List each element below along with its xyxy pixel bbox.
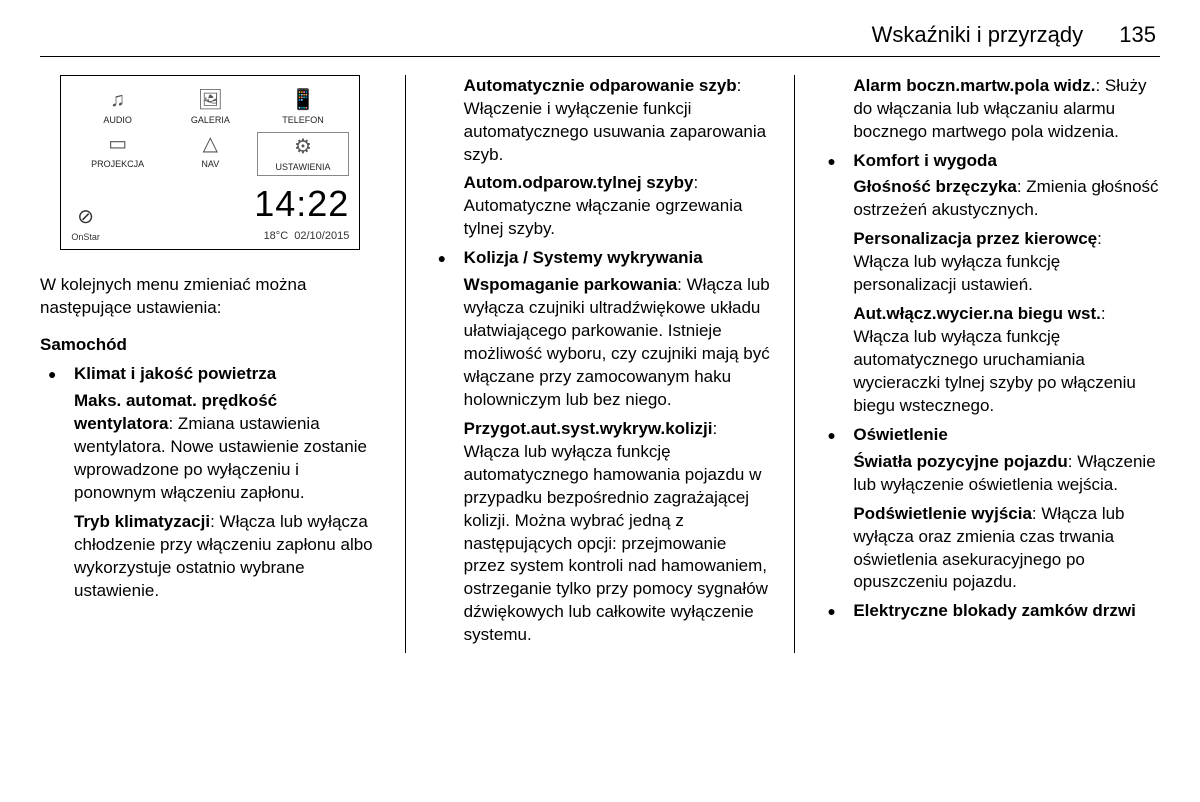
para-aut-wycier: Aut.włącz.wycier.na biegu wst.: Włącza l… (819, 303, 1160, 418)
section-samochod: Samochód (40, 334, 381, 357)
para-przygot-kolizji: Przygot.aut.syst.wykryw.kolizji: Włącza … (430, 418, 771, 647)
bullet-title: Komfort i wygoda (853, 151, 997, 170)
app-ustawienia: ⚙ USTAWIENIA (257, 132, 350, 176)
date: 02/10/2015 (294, 230, 349, 242)
intro-text: W kolejnych menu zmieniać można następuj… (40, 274, 381, 320)
app-projekcja: ▭ PROJEKCJA (71, 132, 164, 176)
bullet-title: Kolizja / Systemy wykrywania (464, 248, 703, 267)
term: Głośność brzęczyka (853, 177, 1016, 196)
bullet-list-5: Elektryczne blokady zamków drzwi (819, 600, 1160, 623)
app-label: TELEFON (282, 114, 324, 126)
onstar-icon: ⊘ (71, 204, 100, 231)
para-auto-odparowanie: Automatycznie odparowanie szyb: Włączeni… (430, 75, 771, 167)
section-title: Wskaźniki i przyrządy (872, 22, 1083, 47)
status-row: ⊘ OnStar 14:22 18°C 02/10/2015 (71, 180, 349, 243)
page-header: Wskaźniki i przyrządy 135 (40, 20, 1160, 57)
bullet-blokady-zamkow: Elektryczne blokady zamków drzwi (819, 600, 1160, 623)
app-icon-grid: ♫ AUDIO 🖼 GALERIA 📱 TELEFON ▭ PROJEKCJA … (71, 88, 349, 176)
temperature: 18°C (264, 230, 289, 242)
projection-icon: ▭ (102, 132, 134, 158)
content-columns: ♫ AUDIO 🖼 GALERIA 📱 TELEFON ▭ PROJEKCJA … (40, 75, 1160, 654)
column-separator (794, 75, 795, 654)
para-swiatla-pozycyjne: Światła pozycyjne pojazdu: Włączenie lub… (819, 451, 1160, 497)
bullet-list-4: Oświetlenie (819, 424, 1160, 447)
clock-sub: 18°C 02/10/2015 (254, 229, 349, 244)
app-label: NAV (201, 158, 219, 170)
app-onstar: ⊘ OnStar (71, 204, 100, 243)
term: Alarm boczn.martw.pola widz. (853, 76, 1095, 95)
term: Światła pozycyjne pojazdu (853, 452, 1067, 471)
para-tryb-klimatyzacji: Tryb klimatyzacji: Włącza lub wyłącza ch… (40, 511, 381, 603)
app-label: GALERIA (191, 114, 230, 126)
desc: : Włącza lub wyłącza funkcję automatyczn… (464, 419, 768, 644)
clock-time: 14:22 (254, 180, 349, 229)
para-alarm-boczn: Alarm boczn.martw.pola widz.: Służy do w… (819, 75, 1160, 144)
app-nav: △ NAV (164, 132, 257, 176)
para-maks-wentylator: Maks. automat. prędkość wentylatora: Zmi… (40, 390, 381, 505)
page-number: 135 (1119, 22, 1156, 47)
column-3: Alarm boczn.martw.pola widz.: Służy do w… (819, 75, 1160, 654)
desc: : Włącza lub wyłącza czujniki ultradźwię… (464, 275, 770, 409)
term: Aut.włącz.wycier.na biegu wst. (853, 304, 1101, 323)
term: Personalizacja przez kierowcę (853, 229, 1097, 248)
gallery-icon: 🖼 (194, 88, 226, 114)
term: Przygot.aut.syst.wykryw.kolizji (464, 419, 713, 438)
phone-icon: 📱 (287, 88, 319, 114)
music-icon: ♫ (102, 88, 134, 114)
term: Podświetlenie wyjścia (853, 504, 1032, 523)
bullet-komfort: Komfort i wygoda (819, 150, 1160, 173)
para-glosnosc-brzeczyka: Głośność brzęczyka: Zmienia głośność ost… (819, 176, 1160, 222)
term: Wspomaganie parkowania (464, 275, 678, 294)
column-1: ♫ AUDIO 🖼 GALERIA 📱 TELEFON ▭ PROJEKCJA … (40, 75, 381, 654)
app-audio: ♫ AUDIO (71, 88, 164, 126)
bullet-klimat: Klimat i jakość powietrza (40, 363, 381, 386)
app-label: USTAWIENIA (275, 161, 330, 173)
app-label: AUDIO (103, 114, 132, 126)
bullet-title: Oświetlenie (853, 425, 947, 444)
bullet-title: Elektryczne blokady zamków drzwi (853, 601, 1135, 620)
bullet-list-2: Kolizja / Systemy wykrywania (430, 247, 771, 270)
app-label: PROJEKCJA (91, 158, 144, 170)
para-personalizacja: Personalizacja przez kierowcę: Włącza lu… (819, 228, 1160, 297)
term: Tryb klimatyzacji (74, 512, 210, 531)
bullet-list-1: Klimat i jakość powietrza (40, 363, 381, 386)
gear-icon: ⚙ (287, 135, 319, 161)
column-separator (405, 75, 406, 654)
onstar-label: OnStar (71, 231, 100, 243)
para-wspomaganie-parkowania: Wspomaganie parkowania: Włącza lub wyłąc… (430, 274, 771, 412)
nav-icon: △ (194, 132, 226, 158)
para-podswietlenie-wyjscia: Podświetlenie wyjścia: Włącza lub wyłącz… (819, 503, 1160, 595)
app-telefon: 📱 TELEFON (257, 88, 350, 126)
bullet-title: Klimat i jakość powietrza (74, 364, 276, 383)
column-2: Automatycznie odparowanie szyb: Włączeni… (430, 75, 771, 654)
bullet-oswietlenie: Oświetlenie (819, 424, 1160, 447)
bullet-kolizja: Kolizja / Systemy wykrywania (430, 247, 771, 270)
infotainment-screenshot: ♫ AUDIO 🖼 GALERIA 📱 TELEFON ▭ PROJEKCJA … (60, 75, 360, 251)
bullet-list-3: Komfort i wygoda (819, 150, 1160, 173)
clock-block: 14:22 18°C 02/10/2015 (254, 180, 349, 243)
term: Autom.odparow.tylnej szyby (464, 173, 694, 192)
para-odparow-tylnej: Autom.odparow.tylnej szyby: Automatyczne… (430, 172, 771, 241)
term: Automatycznie odparowanie szyb (464, 76, 737, 95)
app-galeria: 🖼 GALERIA (164, 88, 257, 126)
